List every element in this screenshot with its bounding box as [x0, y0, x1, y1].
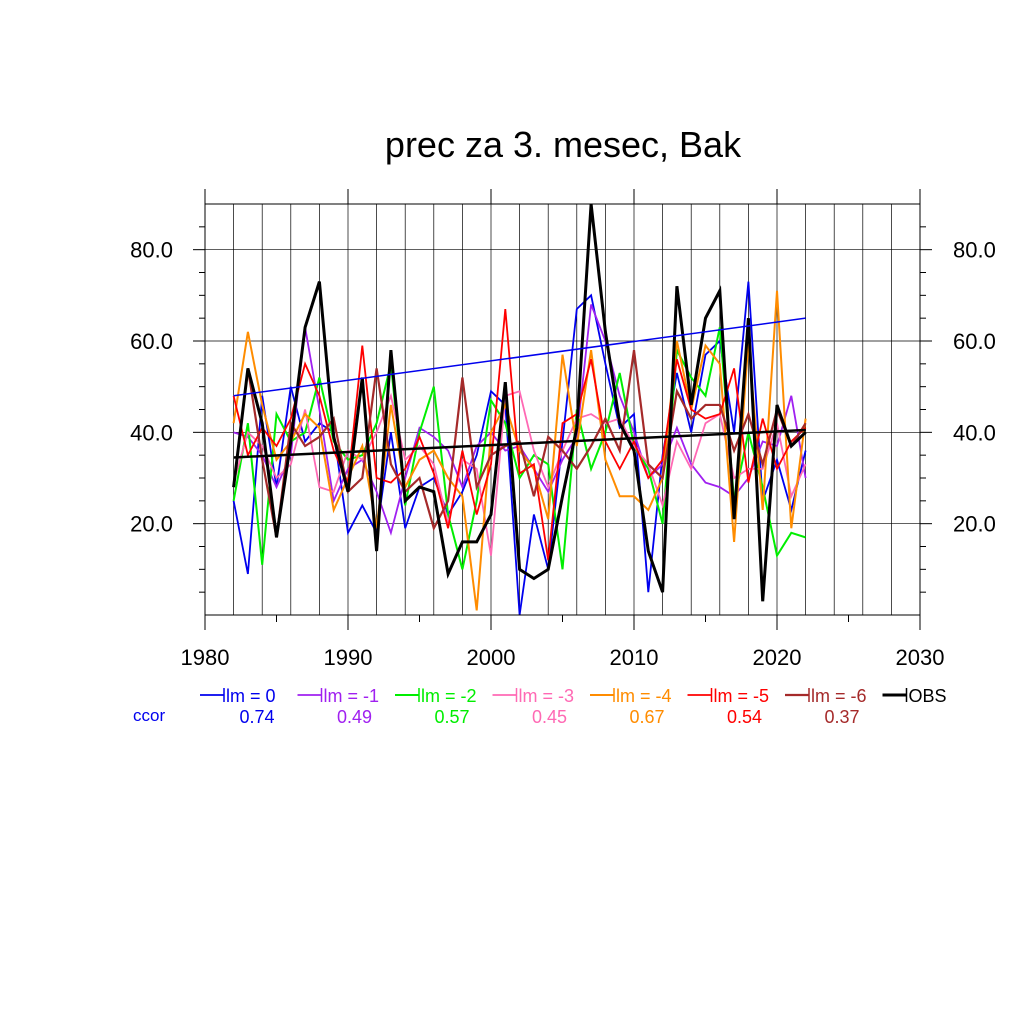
legend-label-2: lm = -2	[421, 686, 477, 706]
chart-title: prec za 3. mesec, Bak	[385, 124, 742, 165]
series-layer	[232, 203, 807, 616]
x-tick-label: 1990	[324, 645, 373, 670]
legend-label-6: lm = -6	[811, 686, 867, 706]
x-tick-label: 2010	[610, 645, 659, 670]
y-tick-label-right: 60.0	[953, 329, 996, 354]
legend-ccor-4: 0.67	[629, 707, 664, 727]
x-tick-label: 2000	[467, 645, 516, 670]
ccor-label: ccor	[133, 706, 165, 725]
y-tick-label-left: 80.0	[130, 238, 173, 263]
series-line-7	[232, 203, 807, 602]
legend-ccor-5: 0.54	[727, 707, 762, 727]
legend-ccor-2: 0.57	[434, 707, 469, 727]
y-tick-label-right: 20.0	[953, 512, 996, 537]
legend-label-0: lm = 0	[226, 686, 276, 706]
legend-label-7: OBS	[909, 686, 947, 706]
legend-label-3: lm = -3	[519, 686, 575, 706]
legend-ccor-6: 0.37	[824, 707, 859, 727]
y-tick-label-left: 20.0	[130, 512, 173, 537]
series-line-5	[232, 308, 807, 561]
trend-line-0	[233, 317, 806, 397]
series-line-6	[232, 349, 807, 538]
axes: 1980 1990 2000 2010 2020 2030 20.0 20.0 40.0 40.0…	[130, 189, 996, 670]
series-line-3	[232, 390, 807, 556]
y-tick-label-left: 40.0	[130, 420, 173, 445]
legend-label-1: lm = -1	[324, 686, 380, 706]
y-tick-label-right: 80.0	[953, 238, 996, 263]
legend-ccor-0: 0.74	[239, 707, 274, 727]
plot-frame	[204, 203, 921, 616]
x-tick-label: 2020	[753, 645, 802, 670]
x-tick-label: 1980	[181, 645, 230, 670]
legend-label-4: lm = -4	[616, 686, 672, 706]
legend-ccor-1: 0.49	[337, 707, 372, 727]
x-tick-label: 2030	[896, 645, 945, 670]
grid	[205, 204, 920, 615]
trend-line-1	[233, 428, 806, 459]
y-tick-label-right: 40.0	[953, 420, 996, 445]
legend-ccor-3: 0.45	[532, 707, 567, 727]
series-line-4	[232, 290, 807, 611]
legend-label-5: lm = -5	[714, 686, 770, 706]
y-tick-label-left: 60.0	[130, 329, 173, 354]
series-line-2	[232, 327, 806, 570]
series-line-1	[233, 304, 807, 536]
legend: ccor lm = 00.74 lm = -10.49 lm = -20.57 lm =…	[133, 686, 947, 727]
